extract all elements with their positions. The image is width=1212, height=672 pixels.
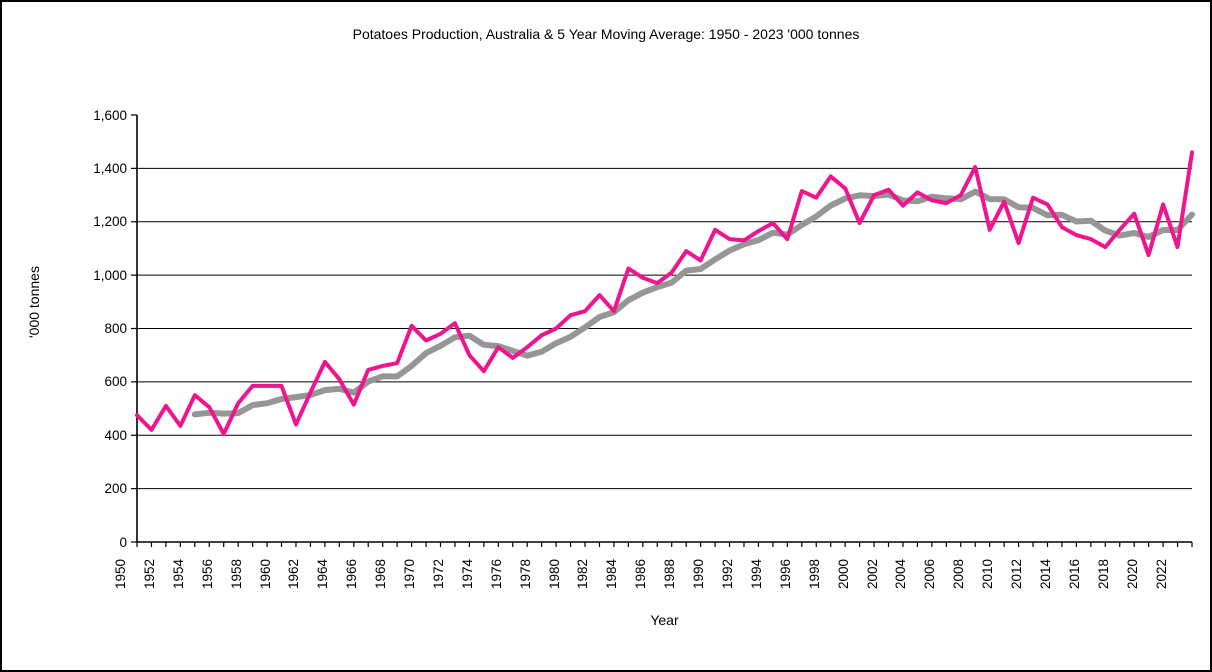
x-tick-label: 2012 <box>1009 558 1025 589</box>
x-tick-label: 1962 <box>286 558 302 589</box>
y-tick-label: 200 <box>104 481 127 497</box>
y-tick-label: 1,400 <box>93 160 127 176</box>
x-tick-label: 2010 <box>980 558 996 589</box>
y-tick-label: 1,600 <box>93 107 127 123</box>
y-tick-label: 800 <box>104 321 127 336</box>
x-tick-label: 1956 <box>199 558 215 589</box>
x-tick-label: 2000 <box>835 558 851 589</box>
x-tick-label: 1986 <box>633 558 649 589</box>
chart-title: Potatoes Production, Australia & 5 Year … <box>352 26 860 42</box>
x-tick-label: 1974 <box>459 558 475 589</box>
x-tick-label: 1960 <box>257 558 273 589</box>
x-tick-label: 1972 <box>430 558 446 589</box>
x-tick-label: 2014 <box>1037 558 1053 589</box>
x-tick-label: 2016 <box>1066 558 1082 589</box>
x-tick-label: 1950 <box>113 558 128 589</box>
x-tick-label: 1958 <box>228 558 244 589</box>
x-tick-label: 1952 <box>141 558 157 589</box>
x-tick-label: 1954 <box>170 558 186 589</box>
x-tick-label: 1976 <box>488 558 504 589</box>
plot-area <box>131 114 1195 547</box>
x-tick-label: 2008 <box>951 558 967 589</box>
x-tick-label: 1992 <box>719 558 735 589</box>
x-tick-label: 2020 <box>1124 558 1140 589</box>
x-tick-label: 1998 <box>806 558 822 589</box>
x-tick-label: 2022 <box>1153 558 1169 589</box>
y-tick-label: 0 <box>119 534 127 550</box>
x-tick-label: 2018 <box>1095 558 1111 589</box>
moving-average-line <box>191 188 1195 418</box>
x-tick-label: 2004 <box>893 558 909 589</box>
x-tick-label: 1978 <box>517 558 533 589</box>
y-tick-label: 1,000 <box>93 267 127 283</box>
x-tick-label: 1968 <box>373 558 389 589</box>
x-tick-label: 1970 <box>402 558 418 589</box>
x-tick-label: 2006 <box>922 558 938 589</box>
y-axis-title: '000 tonnes <box>26 266 42 338</box>
y-tick-label: 400 <box>104 427 127 443</box>
x-tick-label: 2002 <box>864 558 880 589</box>
y-tick-label: 1,200 <box>93 214 127 230</box>
x-axis-title: Year <box>650 612 679 628</box>
x-tick-label: 1984 <box>604 558 620 589</box>
x-tick-label: 1994 <box>748 558 764 589</box>
x-tick-label: 1988 <box>662 558 678 589</box>
x-tick-label: 1990 <box>691 558 707 589</box>
x-tick-label: 1996 <box>777 558 793 589</box>
y-tick-label: 600 <box>104 374 127 390</box>
x-tick-label: 1964 <box>315 558 331 589</box>
x-tick-label: 1966 <box>344 558 360 589</box>
x-tick-label: 1982 <box>575 558 591 589</box>
x-tick-label: 1980 <box>546 558 562 589</box>
production-line <box>135 150 1194 436</box>
